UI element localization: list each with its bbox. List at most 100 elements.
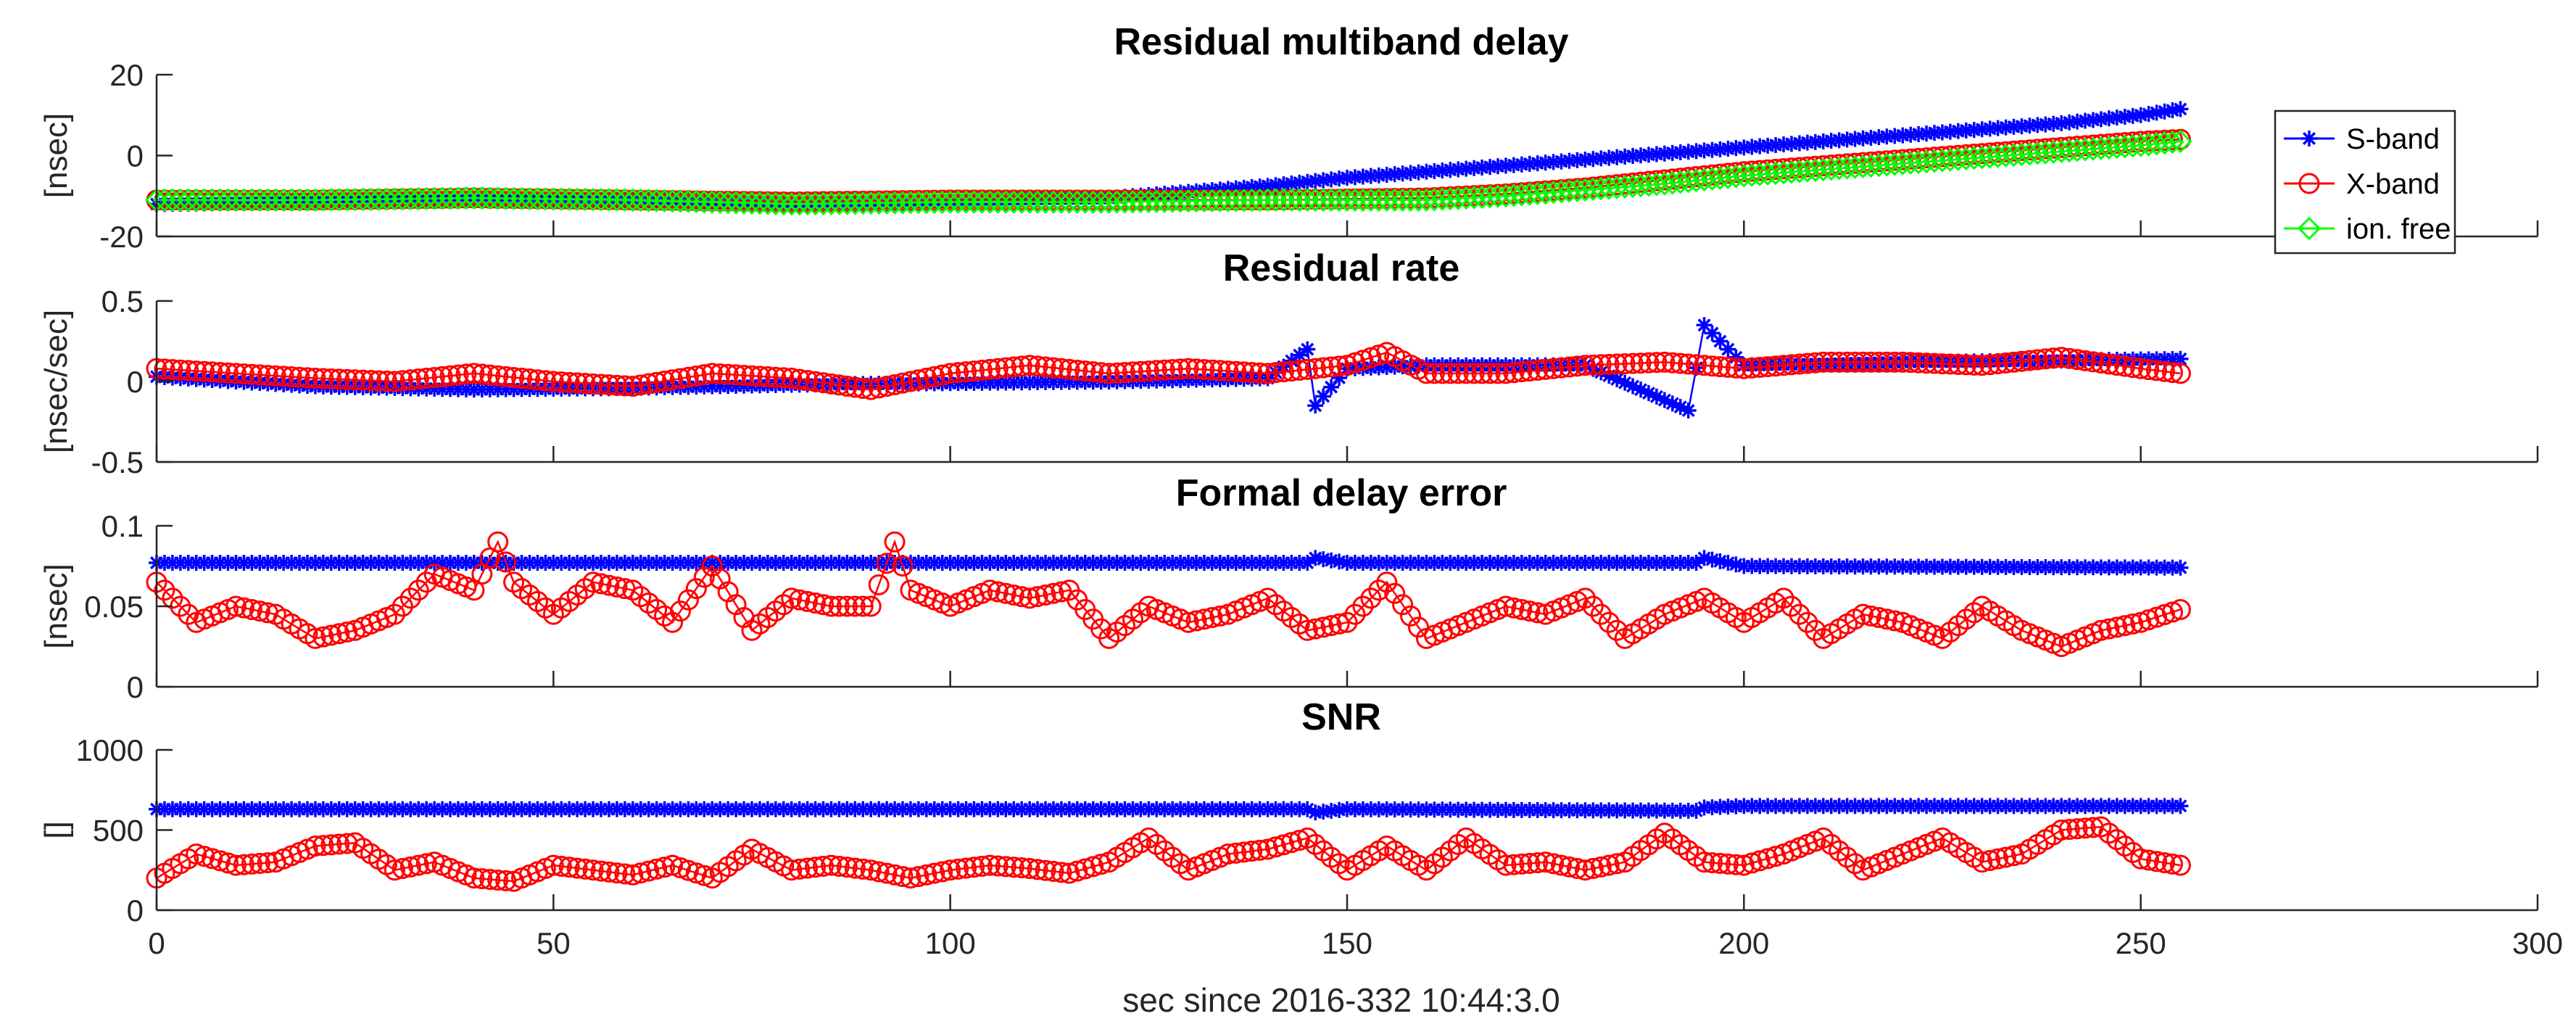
data-point	[1511, 598, 1533, 620]
data-point	[1352, 595, 1374, 617]
data-point	[1868, 607, 1889, 629]
data-point	[463, 867, 485, 889]
data-point	[439, 365, 461, 387]
data-point	[685, 578, 707, 600]
data-point	[1331, 370, 1348, 387]
chart-title: Residual multiband delay	[1114, 21, 1568, 63]
data-point	[2106, 616, 2128, 638]
data-point	[1130, 360, 1151, 382]
data-point	[1027, 586, 1048, 608]
data-point	[1471, 363, 1493, 384]
data-point	[700, 190, 724, 214]
y-tick-label: 1000	[76, 733, 144, 767]
data-point	[534, 187, 558, 211]
legend-marker	[2297, 216, 2322, 241]
data-point	[1702, 355, 1723, 377]
data-point	[1208, 189, 1232, 212]
data-point	[1582, 354, 1604, 376]
data-point	[1979, 354, 2001, 376]
data-point	[248, 188, 272, 212]
data-point	[1574, 859, 1596, 881]
data-point	[598, 574, 620, 596]
data-point	[1749, 356, 1771, 378]
data-point	[1018, 190, 1042, 214]
data-point	[1304, 358, 1326, 379]
y-tick-label: 0.05	[84, 590, 144, 624]
legend-label: S-band	[2346, 123, 2440, 155]
data-point	[1312, 188, 1335, 212]
data-point	[1773, 355, 1794, 376]
data-point	[1574, 587, 1596, 609]
data-point	[1074, 858, 1096, 880]
data-point	[2154, 852, 2176, 874]
data-point	[1654, 351, 1676, 373]
data-point	[399, 856, 421, 878]
data-point	[693, 364, 715, 386]
data-point	[662, 369, 684, 391]
y-axis-label: [nsec/sec]	[38, 310, 74, 453]
data-point	[2098, 353, 2120, 375]
data-point	[305, 368, 326, 389]
data-point	[1598, 611, 1620, 633]
data-point	[1971, 851, 1993, 873]
data-point	[542, 854, 564, 876]
legend-marker	[2301, 131, 2317, 146]
chart-title: SNR	[1301, 696, 1381, 738]
data-point	[914, 190, 938, 215]
data-point	[303, 188, 328, 212]
data-point	[1256, 188, 1280, 212]
data-point	[987, 358, 1009, 379]
data-point	[1082, 856, 1104, 878]
data-point	[479, 364, 501, 386]
data-point	[813, 372, 834, 394]
x-axis-label: sec since 2016-332 10:44:3.0	[1122, 981, 1560, 1019]
data-point	[940, 363, 961, 384]
data-point	[693, 566, 715, 588]
data-point	[755, 191, 780, 215]
data-point	[892, 372, 914, 394]
data-point	[662, 611, 684, 633]
data-point	[249, 852, 270, 874]
data-point	[956, 361, 977, 383]
data-point	[2058, 347, 2080, 369]
data-point	[1696, 550, 1712, 566]
data-point	[558, 187, 581, 211]
data-point	[194, 360, 215, 382]
data-point	[1955, 354, 1977, 376]
data-point	[1664, 395, 1681, 412]
data-point	[574, 373, 596, 395]
data-point	[225, 363, 247, 384]
data-point	[938, 190, 962, 214]
data-point	[685, 365, 707, 387]
data-point	[867, 191, 891, 215]
data-point	[1728, 556, 1744, 573]
data-point	[1336, 611, 1358, 633]
data-point	[359, 187, 383, 211]
data-point	[1617, 374, 1633, 391]
data-point	[1146, 360, 1167, 381]
data-point	[716, 191, 740, 215]
data-point	[178, 603, 199, 625]
data-point	[2172, 559, 2189, 576]
data-point	[1010, 190, 1034, 214]
data-point	[1011, 355, 1032, 377]
data-point	[1622, 352, 1644, 374]
data-point	[1169, 358, 1191, 380]
data-point	[590, 860, 612, 882]
data-point	[2161, 853, 2183, 875]
data-point	[392, 370, 413, 392]
data-point	[1288, 359, 1310, 381]
data-point	[970, 190, 994, 214]
data-point	[479, 869, 501, 891]
data-point	[1106, 362, 1128, 384]
data-point	[1002, 190, 1026, 214]
data-point	[1590, 603, 1612, 625]
data-point	[994, 190, 1018, 214]
data-point	[178, 360, 199, 381]
series-ion-free-panel-1	[144, 129, 2192, 216]
data-point	[202, 361, 223, 383]
data-point	[1320, 356, 1342, 378]
data-point	[463, 363, 485, 384]
data-point	[399, 369, 421, 391]
data-point	[192, 188, 216, 212]
